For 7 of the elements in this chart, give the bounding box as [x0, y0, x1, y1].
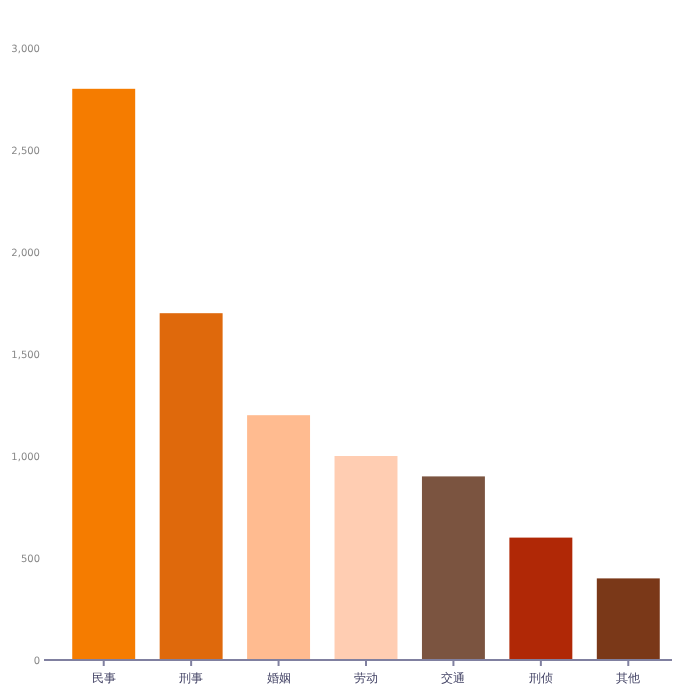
bar: [334, 456, 398, 660]
bar: [247, 415, 311, 660]
bar: [596, 578, 660, 660]
bar: [72, 88, 136, 660]
bar: [159, 313, 223, 660]
bar: [509, 537, 573, 660]
bar: [421, 476, 485, 660]
